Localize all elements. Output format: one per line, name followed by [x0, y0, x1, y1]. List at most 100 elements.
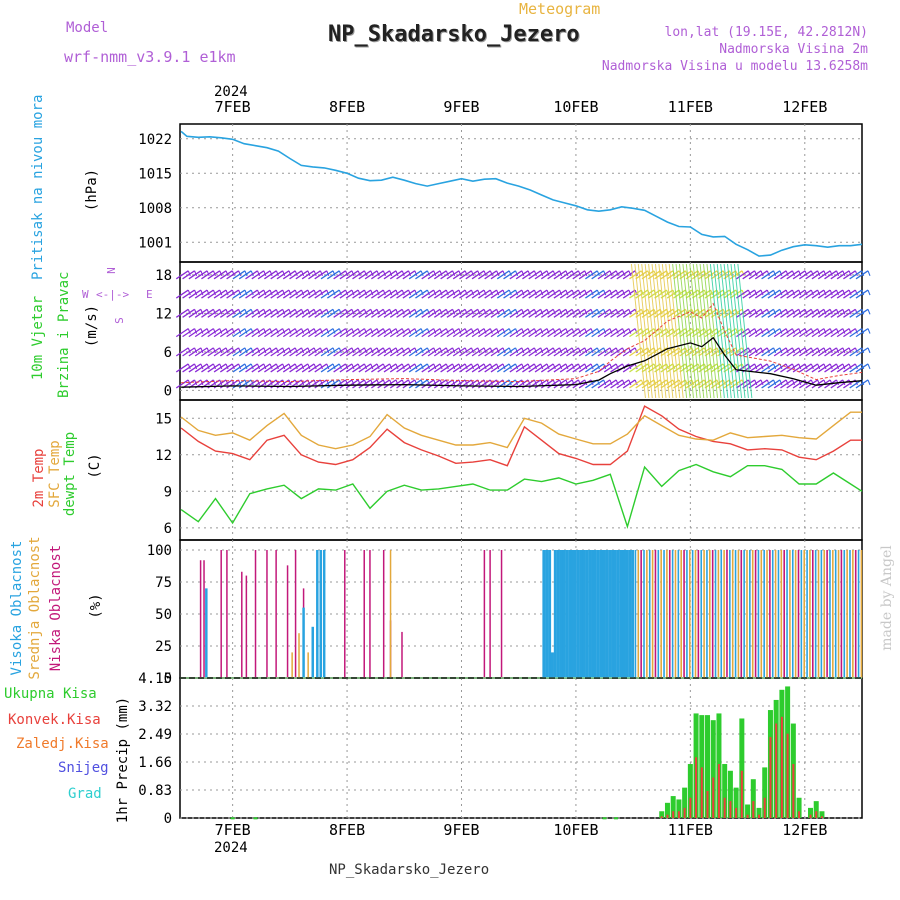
wind-barb: [408, 347, 422, 357]
wind-barb: [736, 308, 749, 318]
wind-barb: [433, 270, 447, 280]
precip-tick-label: 2.49: [138, 727, 172, 743]
wind-barb-tick: [817, 270, 821, 277]
wind-barb-tick: [634, 328, 638, 334]
wind-barb: [465, 289, 479, 299]
date-tick-top: 9FEB: [443, 98, 479, 116]
wind-barb-tick: [502, 363, 506, 370]
wind-barb-tick: [439, 270, 443, 277]
wind-barb-tick: [345, 328, 349, 334]
wind-barb: [238, 308, 252, 318]
wind-barb: [339, 270, 353, 280]
wind-barb: [553, 379, 567, 389]
wind-barb: [591, 270, 605, 280]
wind-barb-tick: [357, 328, 361, 334]
wind-barb: [276, 328, 290, 338]
wind-barb: [358, 379, 372, 389]
wind-barb-tick: [653, 309, 657, 315]
wind-barb: [352, 308, 365, 318]
wind-barb-tick: [559, 363, 563, 370]
wind-barb: [786, 347, 800, 357]
wind-barb-tick: [351, 328, 355, 334]
wind-barb: [245, 289, 258, 299]
wind-barb-tick: [854, 328, 858, 334]
wind-barb-tick: [527, 309, 531, 315]
wind-barb: [194, 289, 208, 299]
wind-barb: [440, 363, 453, 373]
wind-barb: [540, 347, 554, 357]
wind-barb: [345, 328, 359, 338]
wind-barb-tick: [439, 289, 443, 296]
wind-barb: [811, 328, 825, 338]
wind-barb: [572, 328, 586, 338]
wind-barb-tick: [842, 309, 846, 315]
wind-barb: [295, 308, 309, 318]
wind-barb: [465, 308, 479, 318]
wind-barb-tick: [219, 328, 223, 334]
wind-barb-tick: [250, 289, 254, 296]
precip-convective-bar: [780, 716, 783, 818]
wind-barb-tick: [275, 347, 279, 354]
wind-barb-tick: [269, 309, 273, 315]
wind-barb: [345, 270, 359, 280]
precip-convective-bar: [740, 770, 743, 818]
wind-barb-tick: [741, 363, 745, 370]
wind-barb: [465, 363, 479, 373]
wind-barb: [270, 328, 284, 338]
pressure-tick-label: 1015: [138, 166, 172, 182]
wind-barb-tick: [854, 363, 858, 370]
wind-barb-tick: [603, 270, 607, 277]
wind-barb-tick: [527, 289, 531, 296]
wind-barb: [345, 289, 359, 299]
wind-barb-tick: [496, 328, 500, 334]
wind-barb-tick: [187, 309, 191, 315]
wind-barb: [440, 308, 453, 318]
wind-barb-tick: [187, 379, 191, 386]
precip-convective-bar: [820, 816, 823, 818]
wind-barb-tick: [376, 363, 380, 370]
wind-barb-tick: [496, 270, 500, 277]
wind-barb-tick: [584, 347, 588, 354]
wind-barb: [213, 270, 227, 280]
precip-convective-bar: [689, 797, 692, 818]
wind-barb: [175, 289, 189, 299]
wind-barb: [452, 379, 466, 389]
wind-barb: [692, 328, 705, 338]
wind-barb: [534, 347, 548, 357]
wind-barb-tick: [836, 328, 840, 334]
wind-barb-tick: [238, 363, 242, 370]
wind-barb: [843, 328, 856, 338]
wind-barb: [849, 328, 863, 338]
wind-barb-tick: [760, 328, 764, 334]
wind-barb: [578, 363, 592, 373]
wind-barb-tick: [458, 363, 462, 370]
wind-barb-tick: [848, 309, 852, 315]
wind-barb-tick: [754, 270, 758, 277]
wind-barb-tick: [420, 309, 424, 315]
wind-barb-tick: [861, 379, 865, 386]
wind-barb: [780, 379, 793, 389]
wind-barb: [635, 347, 649, 357]
wind-barb-tick: [464, 379, 468, 386]
wind-barb: [282, 347, 296, 357]
wind-barb: [484, 308, 498, 318]
wind-barb-tick: [603, 289, 607, 296]
wind-barb: [415, 363, 428, 373]
wind-barb-tick: [546, 270, 550, 277]
wind-barb-tick: [470, 289, 475, 296]
wind-barb: [471, 347, 485, 357]
wind-barb: [836, 270, 850, 280]
storm-wind-streak: [637, 263, 653, 399]
wind-barb: [194, 270, 208, 280]
wind-barb: [383, 328, 397, 338]
wind-barb: [226, 347, 239, 357]
wind-barb: [427, 363, 441, 373]
wind-barb: [446, 289, 460, 299]
storm-wind-streak: [727, 263, 743, 399]
wind-barb-tick: [779, 270, 783, 277]
date-tick-bottom: 11FEB: [668, 821, 713, 839]
precip-total-bar: [750, 779, 756, 818]
wind-barb-tick: [313, 328, 317, 334]
wind-barb-tick: [313, 379, 317, 386]
